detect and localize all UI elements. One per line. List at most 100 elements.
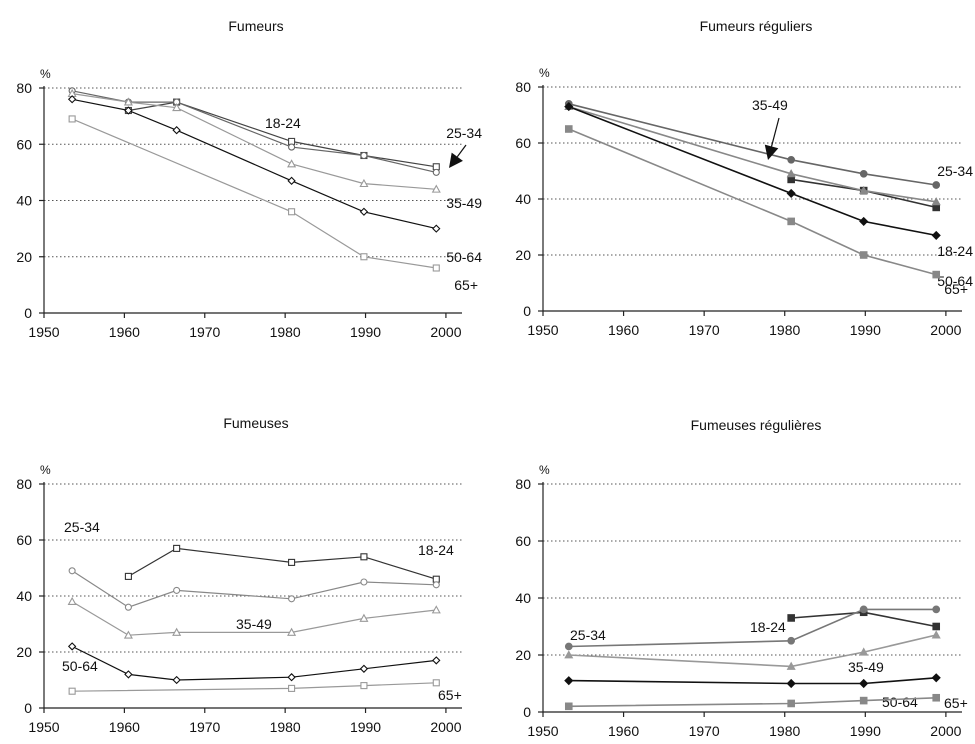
data-point-25-34 bbox=[360, 151, 368, 160]
panel-fumeurs: Fumeurs% 0 20 40 60 80 1950 1960 1970 1980 1990 200… bbox=[16, 18, 482, 340]
data-point-50-64 bbox=[859, 216, 869, 226]
data-point-65-plus bbox=[787, 699, 795, 708]
data-point-65-plus bbox=[564, 702, 573, 711]
x-tick-label-1990: 1990 bbox=[350, 324, 381, 340]
data-point-35-49 bbox=[564, 650, 574, 659]
data-point-35-49 bbox=[931, 197, 941, 206]
series-line-65-plus bbox=[568, 697, 937, 708]
panel-fumeurs-reguliers: Fumeurs réguliers% 0 20 40 60 80 1950 1960 1970 1… bbox=[515, 18, 973, 338]
x-tick-label-2000: 2000 bbox=[930, 723, 961, 739]
series-line-18-24 bbox=[128, 101, 437, 168]
y-tick-label-60: 60 bbox=[515, 135, 531, 151]
series-65-plus bbox=[68, 679, 440, 695]
series-label-25-34: 25-34 bbox=[64, 519, 100, 535]
x-tick-label-1970: 1970 bbox=[689, 322, 720, 338]
series-18-24 bbox=[124, 544, 440, 583]
y-tick-label-0: 0 bbox=[24, 700, 32, 716]
data-point-65-plus bbox=[564, 125, 573, 133]
data-point-50-64 bbox=[172, 675, 181, 685]
series-line-65-plus bbox=[568, 128, 937, 276]
series-line-25-34 bbox=[568, 608, 937, 648]
series-label-35-49: 35-49 bbox=[848, 659, 884, 675]
data-point-25-34 bbox=[564, 642, 573, 651]
series-line-18-24 bbox=[128, 547, 437, 580]
series-50-64 bbox=[564, 673, 941, 689]
x-tick-label-1990: 1990 bbox=[850, 322, 881, 338]
data-point-65-plus bbox=[68, 115, 76, 123]
x-tick-label-1970: 1970 bbox=[189, 719, 220, 735]
x-tick-label-1990: 1990 bbox=[850, 723, 881, 739]
data-point-65-plus bbox=[68, 687, 76, 695]
series-35-49 bbox=[564, 630, 941, 670]
y-tick-label-40: 40 bbox=[515, 191, 531, 207]
data-point-25-34 bbox=[432, 168, 440, 176]
series-label-35-49: 35-49 bbox=[446, 195, 482, 211]
y-tick-label-80: 80 bbox=[515, 79, 531, 95]
series-line-35-49 bbox=[72, 93, 437, 190]
series-label-65-plus: 65+ bbox=[438, 687, 462, 703]
data-point-65-plus bbox=[787, 217, 795, 226]
series-line-35-49 bbox=[568, 634, 937, 668]
data-point-50-64 bbox=[124, 106, 133, 115]
series-label-35-49: 35-49 bbox=[236, 616, 272, 632]
data-point-65-plus bbox=[432, 679, 440, 687]
data-point-35-49 bbox=[67, 596, 77, 606]
data-point-18-24 bbox=[932, 622, 941, 631]
series-label-18-24: 18-24 bbox=[937, 243, 973, 259]
data-point-18-24 bbox=[124, 572, 132, 580]
data-point-65-plus bbox=[859, 251, 868, 259]
data-point-50-64 bbox=[859, 678, 869, 689]
y-tick-label-20: 20 bbox=[515, 647, 531, 663]
y-tick-label-20: 20 bbox=[16, 249, 32, 265]
series-35-49 bbox=[564, 101, 941, 206]
data-point-35-49 bbox=[431, 605, 441, 614]
y-tick-label-80: 80 bbox=[16, 80, 32, 96]
y-tick-label-20: 20 bbox=[515, 247, 531, 263]
series-line-35-49 bbox=[568, 105, 937, 203]
y-unit-label: % bbox=[40, 463, 51, 477]
data-point-35-49 bbox=[287, 159, 297, 168]
series-65-plus bbox=[564, 125, 941, 279]
data-point-25-34 bbox=[787, 155, 796, 164]
series-label-18-24: 18-24 bbox=[750, 619, 786, 635]
x-tick-label-1950: 1950 bbox=[28, 324, 59, 340]
x-tick-label-1980: 1980 bbox=[270, 719, 301, 735]
data-point-50-64 bbox=[432, 224, 441, 233]
series-label-50-64: 50-64 bbox=[62, 658, 98, 674]
series-label-25-34: 25-34 bbox=[937, 163, 973, 179]
data-point-50-64 bbox=[67, 642, 77, 651]
data-point-35-49 bbox=[287, 627, 297, 636]
data-point-35-49 bbox=[786, 169, 796, 178]
series-label-65-plus: 65+ bbox=[944, 695, 968, 711]
data-point-35-49 bbox=[359, 178, 369, 188]
data-point-65-plus bbox=[859, 696, 868, 705]
series-line-65-plus bbox=[72, 682, 437, 692]
data-point-50-64 bbox=[172, 126, 181, 135]
series-65-plus bbox=[564, 693, 941, 711]
series-35-49 bbox=[67, 596, 441, 639]
series-line-50-64 bbox=[568, 677, 937, 685]
series-line-25-34 bbox=[568, 103, 937, 186]
data-point-50-64 bbox=[124, 670, 133, 679]
series-label-25-34: 25-34 bbox=[570, 627, 606, 643]
data-point-65-plus bbox=[360, 253, 368, 261]
data-point-50-64 bbox=[564, 676, 574, 686]
x-tick-label-1960: 1960 bbox=[109, 719, 140, 735]
y-tick-label-60: 60 bbox=[16, 532, 32, 548]
series-25-34 bbox=[564, 605, 941, 651]
data-point-65-plus bbox=[360, 682, 368, 690]
y-tick-label-0: 0 bbox=[24, 305, 32, 321]
series-label-65-plus: 65+ bbox=[454, 277, 478, 293]
data-point-35-49 bbox=[172, 102, 182, 112]
series-50-64 bbox=[67, 642, 441, 685]
data-point-25-34 bbox=[173, 586, 181, 594]
data-point-35-49 bbox=[859, 647, 869, 656]
data-point-50-64 bbox=[359, 664, 369, 673]
data-point-50-64 bbox=[432, 656, 441, 665]
data-point-35-49 bbox=[123, 97, 133, 106]
series-50-64 bbox=[67, 95, 441, 233]
data-point-35-49 bbox=[359, 613, 369, 622]
data-point-25-34 bbox=[932, 605, 941, 614]
data-point-50-64 bbox=[786, 188, 796, 198]
x-tick-label-1990: 1990 bbox=[350, 719, 381, 735]
